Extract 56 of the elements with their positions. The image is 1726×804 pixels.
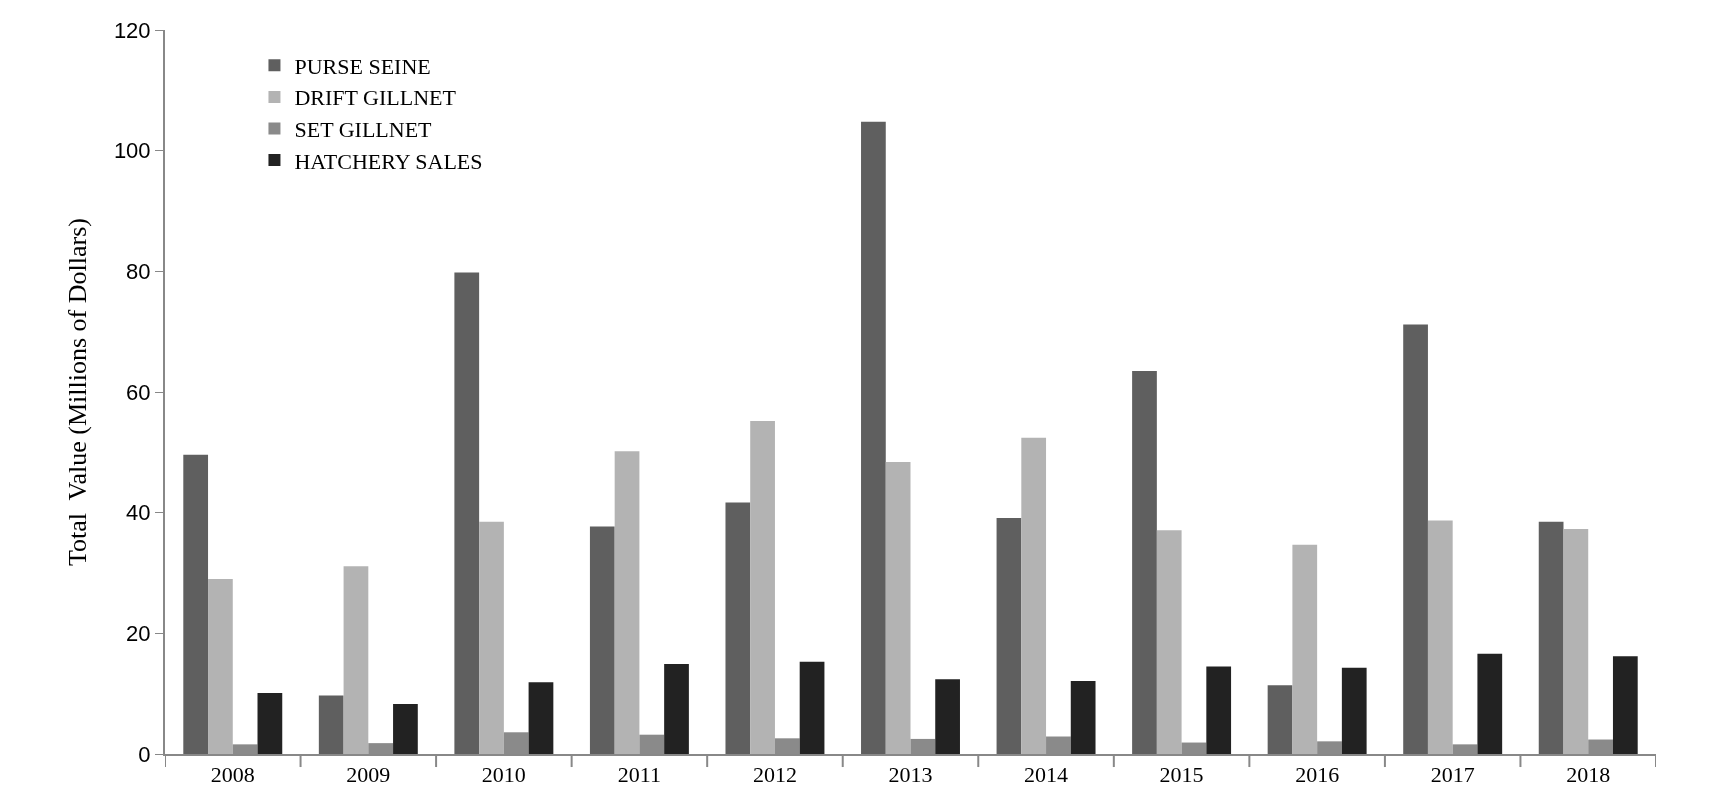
legend-label: SET GILLNET: [294, 117, 433, 143]
y-tick-label: 120: [113, 17, 151, 43]
bar: [589, 526, 615, 754]
x-tick-label: 2012: [752, 762, 797, 788]
bar: [1070, 681, 1096, 754]
bar: [1341, 667, 1367, 754]
bar: [1292, 544, 1318, 754]
legend-label: DRIFT GILLNET: [294, 85, 457, 111]
bar: [1427, 520, 1453, 754]
x-tick-label: 2010: [481, 762, 526, 788]
bar: [1403, 324, 1428, 754]
y-tick-label: 100: [113, 138, 151, 164]
x-tick-label: 2014: [1024, 762, 1069, 788]
bar: [1206, 666, 1232, 754]
bar: [454, 272, 480, 754]
bar: [479, 521, 504, 754]
x-tick-label: 2018: [1566, 762, 1611, 788]
y-tick-label: 20: [126, 621, 151, 647]
bar: [1563, 528, 1589, 754]
bar: [343, 566, 369, 754]
x-tick-label: 2009: [346, 762, 391, 788]
bar: [318, 695, 344, 754]
bar: [1267, 685, 1293, 754]
bar: [1021, 437, 1047, 754]
bar: [885, 461, 911, 754]
x-tick-label: 2015: [1159, 762, 1204, 788]
bar: [528, 682, 554, 754]
y-tick-label: 40: [126, 500, 151, 526]
legend-label: PURSE SEINE: [294, 53, 431, 79]
bar: [861, 121, 886, 754]
y-axis-title: Total Value (Millions of Dollars): [62, 218, 92, 566]
y-tick-label: 0: [138, 741, 151, 767]
bar: [1538, 521, 1564, 754]
x-tick-label: 2008: [210, 762, 255, 788]
x-tick-label: 2016: [1295, 762, 1340, 788]
x-tick-label: 2017: [1430, 762, 1475, 788]
bar: [725, 502, 751, 754]
bar: [1132, 370, 1157, 754]
legend-label: HATCHERY SALES: [294, 148, 483, 174]
x-tick-label: 2011: [617, 762, 661, 788]
bar: [1477, 653, 1503, 754]
bar: [799, 661, 825, 754]
bar: [1156, 530, 1182, 754]
y-tick-label: 80: [126, 259, 151, 285]
bar: [614, 451, 640, 754]
bar: [393, 703, 418, 754]
y-tick-label: 60: [126, 379, 151, 405]
x-tick-label: 2013: [888, 762, 933, 788]
bar: [1612, 656, 1638, 754]
bar: [935, 679, 960, 754]
bar: [750, 420, 775, 754]
bar: [996, 518, 1022, 754]
bar: [257, 693, 283, 754]
bar: [664, 664, 689, 754]
bar: [208, 579, 233, 754]
bar: [183, 454, 209, 754]
